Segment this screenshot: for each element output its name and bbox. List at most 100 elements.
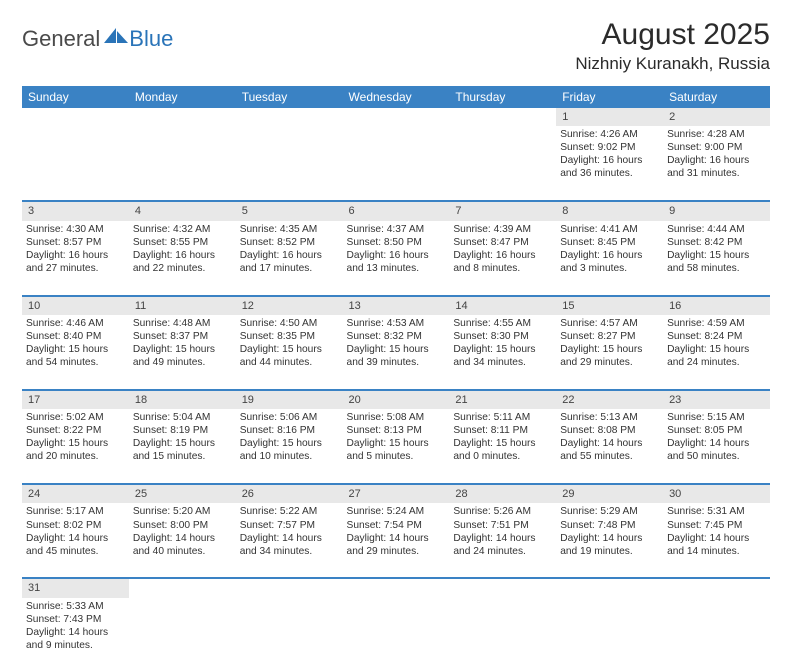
day1-text: Daylight: 16 hours bbox=[667, 154, 766, 167]
day-cell: Sunrise: 4:55 AMSunset: 8:30 PMDaylight:… bbox=[449, 315, 556, 389]
sunrise-text: Sunrise: 4:39 AM bbox=[453, 223, 552, 236]
sunset-text: Sunset: 8:50 PM bbox=[347, 236, 446, 249]
day-number: 26 bbox=[236, 485, 343, 503]
day-number bbox=[22, 108, 129, 126]
sunset-text: Sunset: 8:40 PM bbox=[26, 330, 125, 343]
day-cell: Sunrise: 4:37 AMSunset: 8:50 PMDaylight:… bbox=[343, 221, 450, 295]
day2-text: and 13 minutes. bbox=[347, 262, 446, 275]
day-cell: Sunrise: 4:41 AMSunset: 8:45 PMDaylight:… bbox=[556, 221, 663, 295]
day1-text: Daylight: 15 hours bbox=[240, 343, 339, 356]
day-number: 23 bbox=[663, 391, 770, 409]
day2-text: and 50 minutes. bbox=[667, 450, 766, 463]
day-number: 18 bbox=[129, 391, 236, 409]
sunset-text: Sunset: 7:48 PM bbox=[560, 519, 659, 532]
day-cell: Sunrise: 5:11 AMSunset: 8:11 PMDaylight:… bbox=[449, 409, 556, 483]
sunset-text: Sunset: 8:52 PM bbox=[240, 236, 339, 249]
day-cell bbox=[129, 126, 236, 200]
day2-text: and 39 minutes. bbox=[347, 356, 446, 369]
day1-text: Daylight: 14 hours bbox=[453, 532, 552, 545]
day1-text: Daylight: 15 hours bbox=[453, 437, 552, 450]
sunrise-text: Sunrise: 5:22 AM bbox=[240, 505, 339, 518]
day-header: Wednesday bbox=[343, 86, 450, 108]
day-number bbox=[556, 579, 663, 597]
daynum-row: 12 bbox=[22, 108, 770, 126]
day1-text: Daylight: 15 hours bbox=[240, 437, 339, 450]
day-header: Tuesday bbox=[236, 86, 343, 108]
day-number: 11 bbox=[129, 297, 236, 315]
day2-text: and 14 minutes. bbox=[667, 545, 766, 558]
sunrise-text: Sunrise: 4:30 AM bbox=[26, 223, 125, 236]
sunset-text: Sunset: 7:45 PM bbox=[667, 519, 766, 532]
day-cell: Sunrise: 4:28 AMSunset: 9:00 PMDaylight:… bbox=[663, 126, 770, 200]
day-cell bbox=[343, 598, 450, 672]
day2-text: and 0 minutes. bbox=[453, 450, 552, 463]
day-number bbox=[129, 579, 236, 597]
day-header: Friday bbox=[556, 86, 663, 108]
sunrise-text: Sunrise: 4:35 AM bbox=[240, 223, 339, 236]
sunset-text: Sunset: 9:02 PM bbox=[560, 141, 659, 154]
daynum-row: 10111213141516 bbox=[22, 297, 770, 315]
day1-text: Daylight: 15 hours bbox=[347, 343, 446, 356]
day-number: 19 bbox=[236, 391, 343, 409]
day-number bbox=[343, 108, 450, 126]
day2-text: and 22 minutes. bbox=[133, 262, 232, 275]
sunrise-text: Sunrise: 5:24 AM bbox=[347, 505, 446, 518]
day-cell: Sunrise: 5:29 AMSunset: 7:48 PMDaylight:… bbox=[556, 503, 663, 577]
sunrise-text: Sunrise: 5:06 AM bbox=[240, 411, 339, 424]
sunset-text: Sunset: 8:55 PM bbox=[133, 236, 232, 249]
day2-text: and 15 minutes. bbox=[133, 450, 232, 463]
day2-text: and 58 minutes. bbox=[667, 262, 766, 275]
day1-text: Daylight: 16 hours bbox=[133, 249, 232, 262]
day1-text: Daylight: 15 hours bbox=[133, 343, 232, 356]
sunset-text: Sunset: 8:16 PM bbox=[240, 424, 339, 437]
day-number: 28 bbox=[449, 485, 556, 503]
sunrise-text: Sunrise: 4:26 AM bbox=[560, 128, 659, 141]
day2-text: and 34 minutes. bbox=[240, 545, 339, 558]
day-cell bbox=[449, 126, 556, 200]
sunrise-text: Sunrise: 4:53 AM bbox=[347, 317, 446, 330]
sunset-text: Sunset: 8:32 PM bbox=[347, 330, 446, 343]
day1-text: Daylight: 14 hours bbox=[26, 532, 125, 545]
day-cell bbox=[236, 126, 343, 200]
day1-text: Daylight: 14 hours bbox=[560, 437, 659, 450]
sunrise-text: Sunrise: 5:15 AM bbox=[667, 411, 766, 424]
day-number: 6 bbox=[343, 202, 450, 220]
day-number bbox=[129, 108, 236, 126]
day-cell: Sunrise: 5:33 AMSunset: 7:43 PMDaylight:… bbox=[22, 598, 129, 672]
sunrise-text: Sunrise: 4:46 AM bbox=[26, 317, 125, 330]
page-header: General Blue August 2025 Nizhniy Kuranak… bbox=[22, 18, 770, 74]
day2-text: and 49 minutes. bbox=[133, 356, 232, 369]
day-cell: Sunrise: 4:59 AMSunset: 8:24 PMDaylight:… bbox=[663, 315, 770, 389]
sunset-text: Sunset: 7:57 PM bbox=[240, 519, 339, 532]
sunrise-text: Sunrise: 5:02 AM bbox=[26, 411, 125, 424]
title-block: August 2025 Nizhniy Kuranakh, Russia bbox=[575, 18, 770, 74]
day-cell: Sunrise: 4:57 AMSunset: 8:27 PMDaylight:… bbox=[556, 315, 663, 389]
day1-text: Daylight: 15 hours bbox=[347, 437, 446, 450]
sunset-text: Sunset: 8:05 PM bbox=[667, 424, 766, 437]
week-row: Sunrise: 5:02 AMSunset: 8:22 PMDaylight:… bbox=[22, 409, 770, 483]
day1-text: Daylight: 14 hours bbox=[667, 532, 766, 545]
day2-text: and 29 minutes. bbox=[347, 545, 446, 558]
day1-text: Daylight: 14 hours bbox=[133, 532, 232, 545]
day-number: 16 bbox=[663, 297, 770, 315]
day2-text: and 24 minutes. bbox=[453, 545, 552, 558]
sunset-text: Sunset: 7:43 PM bbox=[26, 613, 125, 626]
sunrise-text: Sunrise: 5:08 AM bbox=[347, 411, 446, 424]
sunrise-text: Sunrise: 4:44 AM bbox=[667, 223, 766, 236]
sunrise-text: Sunrise: 5:04 AM bbox=[133, 411, 232, 424]
sunrise-text: Sunrise: 4:59 AM bbox=[667, 317, 766, 330]
day-cell: Sunrise: 5:08 AMSunset: 8:13 PMDaylight:… bbox=[343, 409, 450, 483]
day-cell: Sunrise: 4:32 AMSunset: 8:55 PMDaylight:… bbox=[129, 221, 236, 295]
day-number bbox=[449, 579, 556, 597]
day-cell bbox=[129, 598, 236, 672]
day-cell: Sunrise: 4:30 AMSunset: 8:57 PMDaylight:… bbox=[22, 221, 129, 295]
day1-text: Daylight: 15 hours bbox=[133, 437, 232, 450]
month-title: August 2025 bbox=[575, 18, 770, 52]
day-cell: Sunrise: 4:53 AMSunset: 8:32 PMDaylight:… bbox=[343, 315, 450, 389]
day-number: 22 bbox=[556, 391, 663, 409]
day1-text: Daylight: 16 hours bbox=[560, 154, 659, 167]
day-cell: Sunrise: 4:44 AMSunset: 8:42 PMDaylight:… bbox=[663, 221, 770, 295]
day-cell: Sunrise: 5:17 AMSunset: 8:02 PMDaylight:… bbox=[22, 503, 129, 577]
day-number: 31 bbox=[22, 579, 129, 597]
day2-text: and 3 minutes. bbox=[560, 262, 659, 275]
